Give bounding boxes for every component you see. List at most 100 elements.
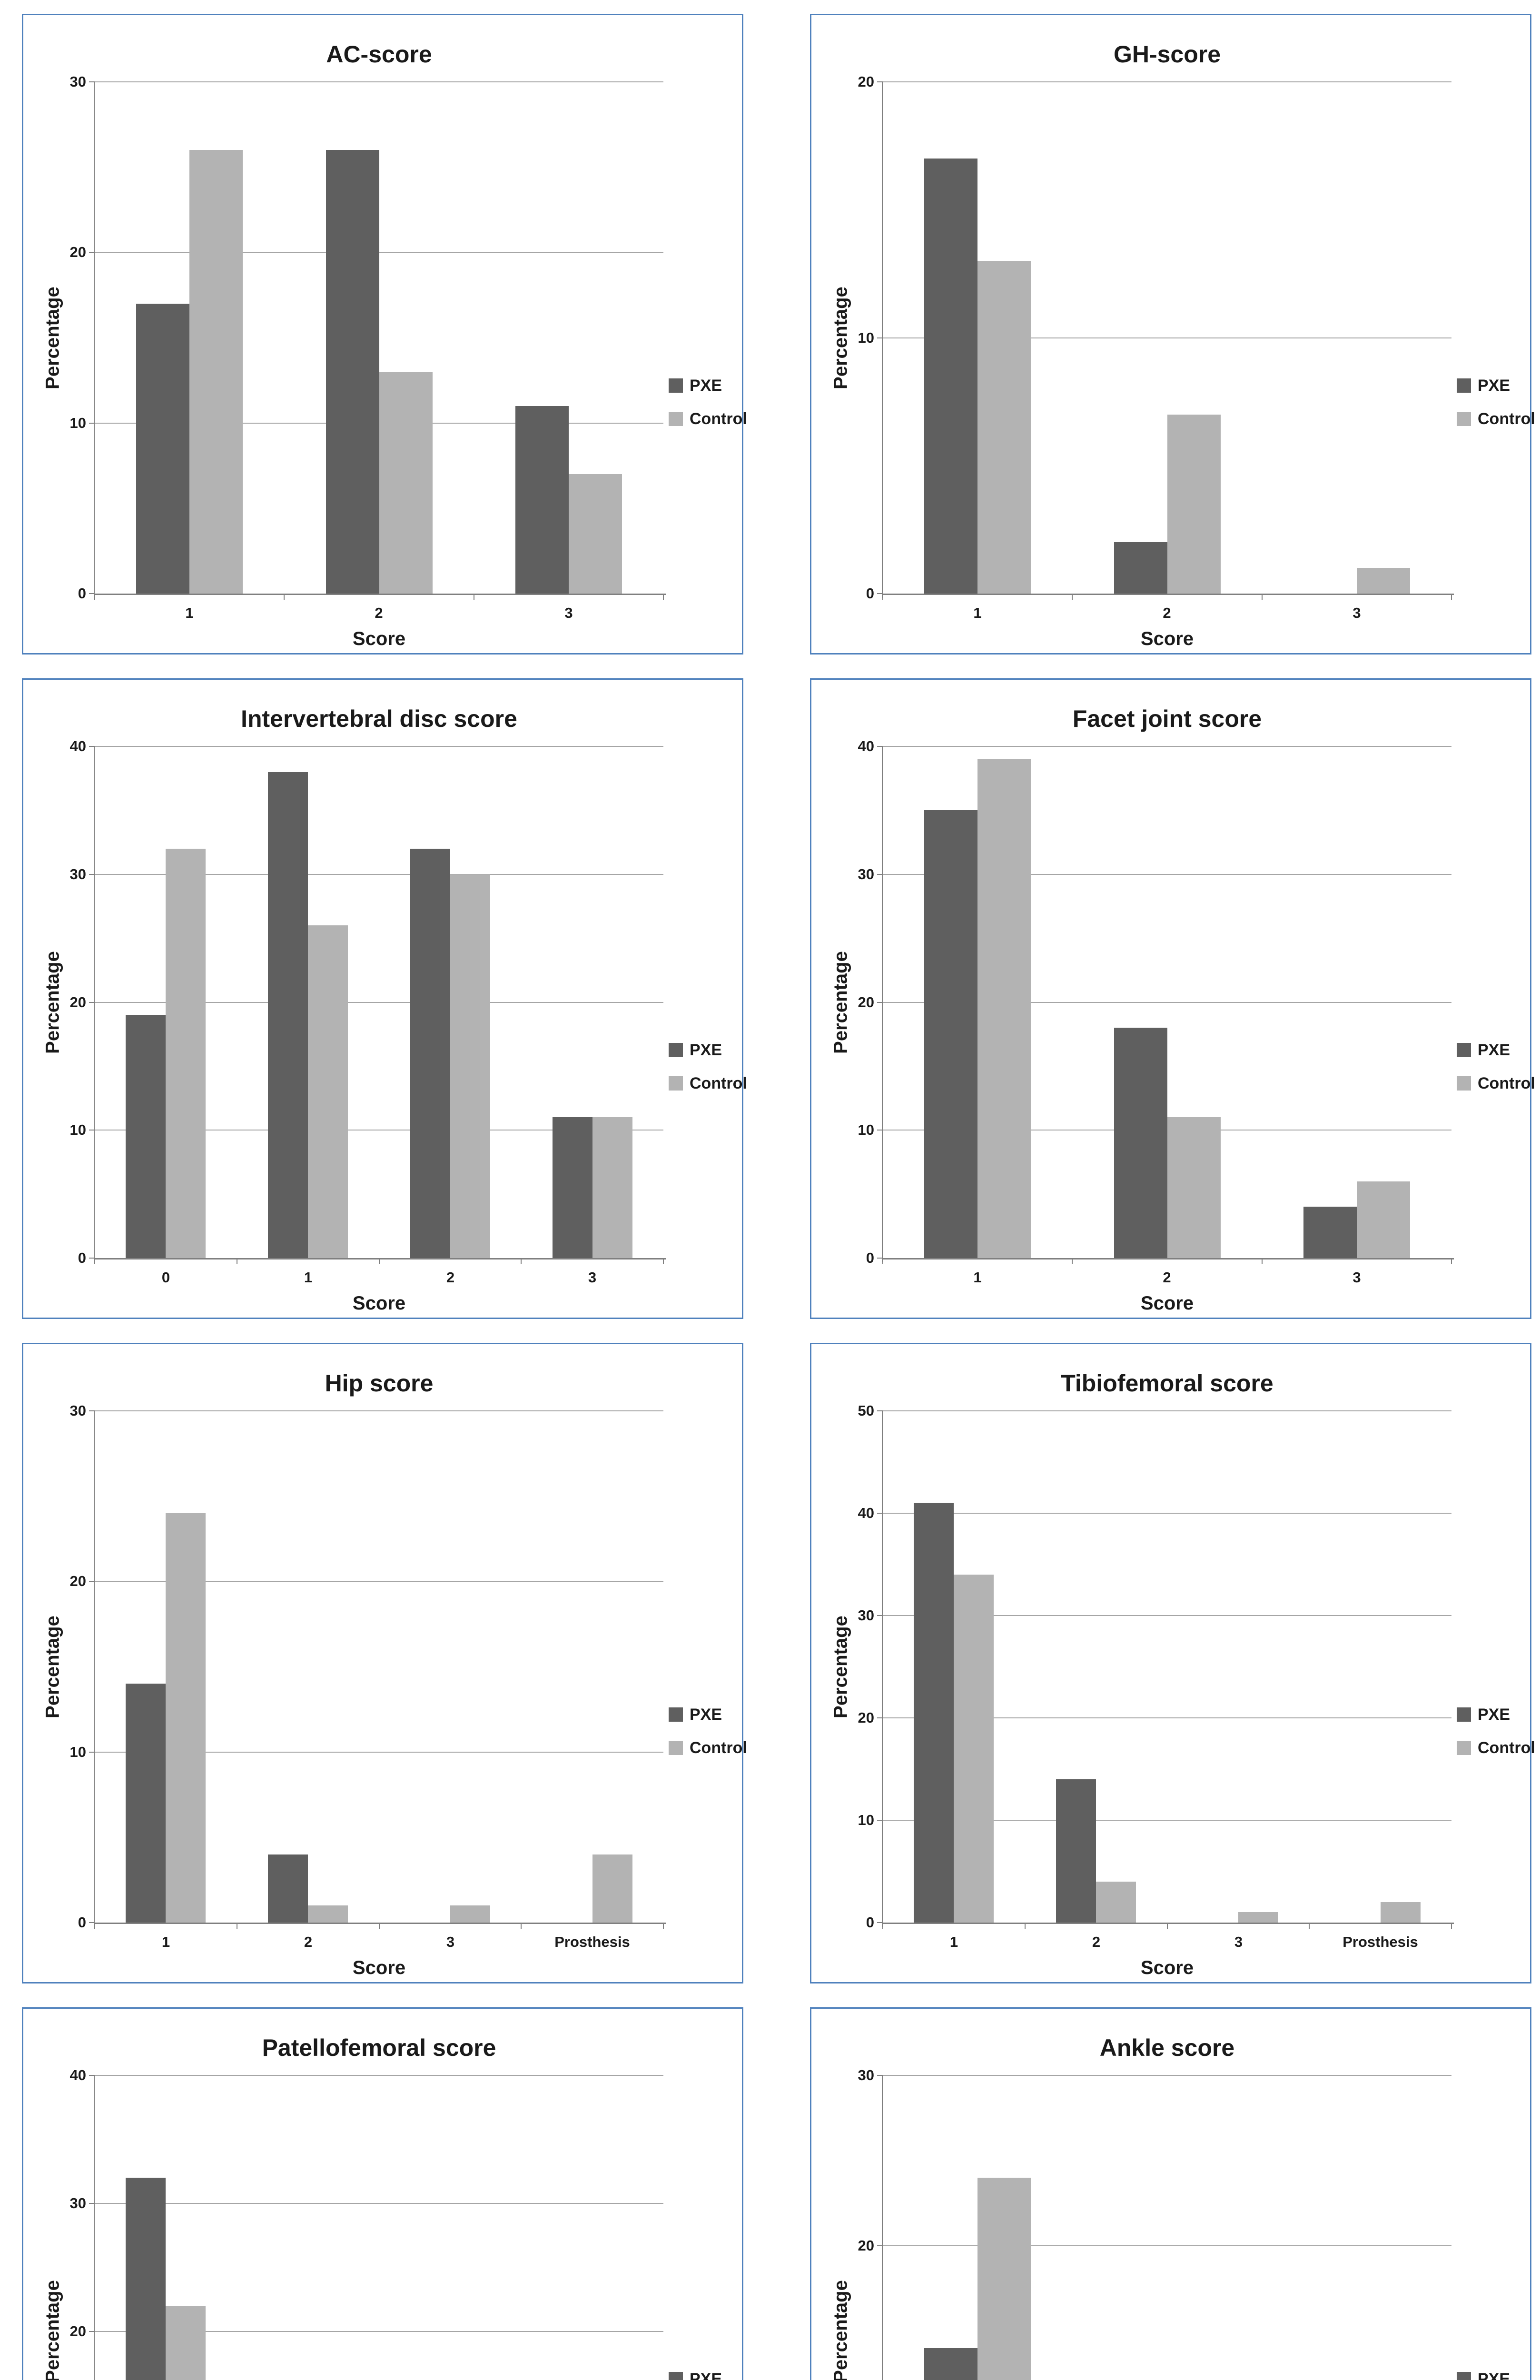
- y-tick-mark: [877, 1615, 883, 1616]
- x-tick-label: Prosthesis: [554, 1934, 630, 1950]
- legend-swatch-control: [1457, 1741, 1471, 1755]
- y-tick-mark: [877, 1820, 883, 1821]
- bar-control-cat1: [977, 759, 1031, 1258]
- legend-label: Control: [1478, 1074, 1535, 1092]
- bar-control-cat0: [166, 849, 206, 1258]
- x-tick-label: 2: [1092, 1934, 1101, 1950]
- y-tick-mark: [877, 1002, 883, 1003]
- bar-control-cat1: [166, 2306, 206, 2380]
- bar-pxe-cat1: [136, 304, 189, 594]
- bar-pxe-cat3: [1303, 1207, 1357, 1258]
- bar-control-cat3: [592, 1117, 632, 1258]
- legend-swatch-control: [1457, 412, 1471, 426]
- y-tick-mark: [89, 252, 95, 253]
- legend-label: Control: [690, 1074, 747, 1092]
- x-tick-mark: [882, 1259, 883, 1264]
- y-tick-label: 0: [78, 1250, 86, 1266]
- y-tick-label: 40: [858, 738, 874, 754]
- x-tick-mark: [94, 1924, 95, 1929]
- gridline: [883, 2245, 1451, 2247]
- y-tick-label: 10: [858, 1121, 874, 1139]
- y-tick-label: 10: [858, 329, 874, 346]
- x-tick-label: Prosthesis: [1343, 1934, 1418, 1950]
- bar-control-cat2: [1167, 415, 1221, 594]
- gridline: [95, 1581, 663, 1582]
- x-tick-label: 3: [564, 605, 573, 621]
- x-tick-mark: [1451, 1259, 1452, 1264]
- x-tick-mark: [379, 1924, 380, 1929]
- chart-title: Tibiofemoral score: [1061, 1370, 1273, 1397]
- y-tick-label: 20: [858, 993, 874, 1011]
- x-axis-line: [882, 1258, 1454, 1259]
- y-tick-label: 20: [69, 2322, 86, 2340]
- legend-item-control: Control: [669, 1740, 747, 1756]
- gridline: [95, 873, 663, 875]
- y-axis-title: Percentage: [830, 2280, 851, 2380]
- y-tick-label: 20: [69, 244, 86, 261]
- y-axis-line: [882, 2075, 883, 2380]
- x-tick-mark: [1262, 595, 1263, 600]
- legend-item-control: Control: [669, 1074, 747, 1092]
- gridline: [95, 1751, 663, 1753]
- bar-control-cat3: [569, 474, 622, 594]
- gridline: [95, 2202, 663, 2204]
- legend-label: Control: [1478, 410, 1535, 428]
- y-tick-label: 10: [858, 1812, 874, 1828]
- bar-pxe-cat2: [1056, 1779, 1096, 1923]
- bar-control-cat2: [1167, 1117, 1221, 1258]
- bar-pxe-cat1: [924, 159, 977, 594]
- y-tick-mark: [89, 2202, 95, 2204]
- legend-item-pxe: PXE: [1457, 1042, 1510, 1058]
- y-tick-mark: [877, 2075, 883, 2076]
- x-tick-mark: [663, 595, 664, 600]
- legend-item-control: Control: [1457, 1074, 1535, 1092]
- gridline: [883, 1002, 1451, 1003]
- legend-label: PXE: [690, 377, 722, 395]
- y-tick-label: 10: [69, 414, 86, 431]
- gridline: [95, 1002, 663, 1003]
- y-tick-label: 0: [866, 585, 874, 602]
- y-tick-label: 0: [78, 585, 86, 602]
- y-tick-mark: [877, 2245, 883, 2247]
- legend-item-pxe: PXE: [669, 377, 722, 395]
- x-tick-mark: [521, 1259, 522, 1264]
- gridline: [95, 81, 663, 82]
- x-tick-mark: [1025, 1924, 1026, 1929]
- x-tick-mark: [94, 595, 95, 600]
- gridline: [883, 81, 1451, 82]
- legend-swatch-pxe: [669, 1043, 683, 1057]
- y-axis-line: [882, 82, 883, 598]
- x-axis-line: [882, 594, 1454, 595]
- x-tick-mark: [1072, 595, 1073, 600]
- legend-swatch-pxe: [1457, 1043, 1471, 1057]
- x-tick-label: 1: [973, 605, 982, 621]
- bar-pxe-cat1: [924, 2348, 977, 2380]
- legend-swatch-pxe: [1457, 2372, 1471, 2380]
- x-tick-label: 0: [161, 1269, 170, 1286]
- y-tick-mark: [877, 593, 883, 594]
- x-tick-mark: [1309, 1924, 1310, 1929]
- y-axis-line: [882, 1411, 883, 1927]
- bar-pxe-cat0: [126, 1015, 166, 1258]
- legend-swatch-pxe: [1457, 1707, 1471, 1722]
- legend-label: PXE: [690, 1041, 722, 1059]
- y-tick-label: 0: [866, 1914, 874, 1931]
- y-tick-mark: [877, 337, 883, 338]
- y-tick-label: 40: [69, 2067, 86, 2083]
- y-tick-mark: [877, 873, 883, 875]
- x-tick-mark: [1072, 1259, 1073, 1264]
- bar-control-cat1: [977, 261, 1031, 594]
- chart-title: Intervertebral disc score: [241, 705, 517, 732]
- y-tick-mark: [89, 1922, 95, 1923]
- y-tick-label: 20: [858, 1709, 874, 1726]
- bar-pxe-cat1: [914, 1503, 954, 1923]
- y-tick-label: 0: [78, 1914, 86, 1931]
- chart-panel-patellofemoral-score: Patellofemoral scorePercentage0102030401…: [22, 2007, 743, 2380]
- legend-swatch-pxe: [669, 2372, 683, 2380]
- legend-item-pxe: PXE: [669, 2371, 722, 2380]
- bar-pxe-cat2: [326, 150, 379, 594]
- gridline: [883, 1410, 1451, 1411]
- bar-control-cat1: [954, 1575, 994, 1923]
- bar-pxe-cat2: [1114, 1028, 1167, 1258]
- gridline: [95, 746, 663, 747]
